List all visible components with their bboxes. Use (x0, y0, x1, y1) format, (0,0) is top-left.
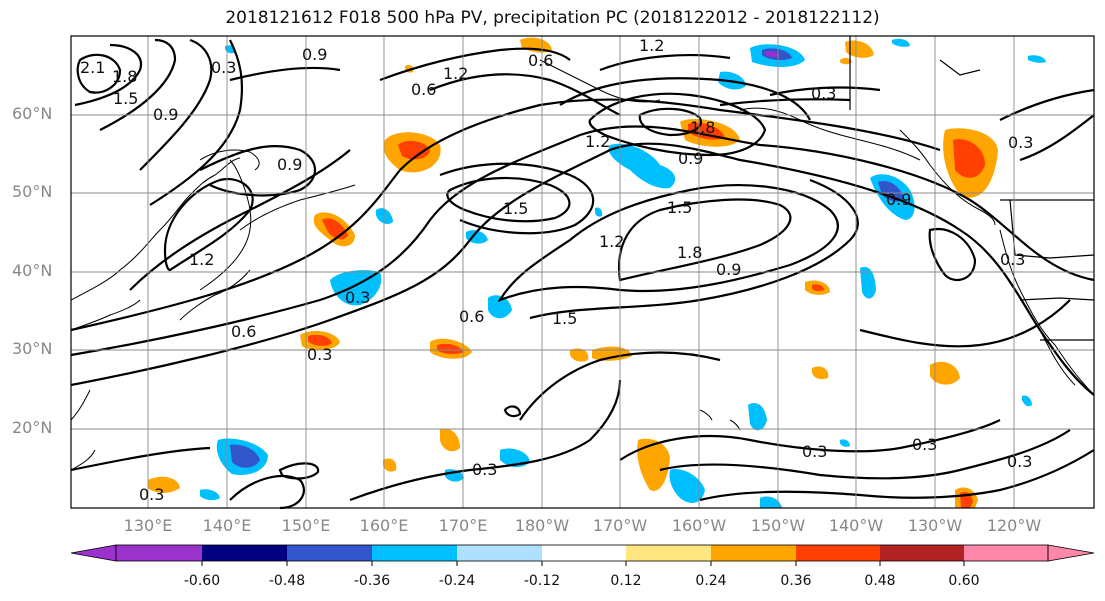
map-frame (70, 35, 1095, 509)
contour-label: 0.6 (411, 80, 436, 99)
contour-label: 1.8 (112, 67, 137, 86)
contour-label: 1.5 (667, 198, 692, 217)
lon-label: 170°W (592, 516, 648, 535)
lon-label: 170°E (438, 516, 488, 535)
colorbar-segment (796, 545, 880, 561)
contour-label: 1.8 (690, 118, 715, 137)
colorbar-tick-label: 0.12 (610, 573, 642, 589)
coastlines (70, 59, 1095, 471)
colorbar-segment (880, 545, 964, 561)
lon-label: 120°W (986, 516, 1042, 535)
lon-label: 130°E (123, 516, 173, 535)
colorbar-segment (964, 545, 1048, 561)
colorbar-tick-label: 0.60 (948, 573, 980, 589)
contour-label: 0.3 (139, 485, 164, 504)
colorbar-segment (711, 545, 796, 561)
colorbar-tick-label: -0.36 (353, 573, 391, 589)
colorbar-segment (116, 545, 202, 561)
lon-label: 160°E (359, 516, 409, 535)
contour-label: 0.3 (345, 288, 370, 307)
colorbar-min-arrow (70, 544, 117, 562)
contour-label: 2.1 (80, 58, 105, 77)
contour-label: 0.3 (912, 435, 937, 454)
colorbar-tick-label: -0.48 (268, 573, 306, 589)
colorbar-tick-label: -0.12 (523, 573, 561, 589)
contour-label: 0.3 (211, 58, 236, 77)
contour-label: 0.6 (528, 51, 553, 70)
contour-label: 1.2 (585, 132, 610, 151)
colorbar-tick-label: -0.60 (183, 573, 221, 589)
contour-label: 0.9 (678, 149, 703, 168)
political-boundaries (849, 36, 1095, 341)
contour-label: 0.3 (811, 84, 836, 103)
contour-label: 0.6 (231, 322, 256, 341)
contour-label: 1.2 (639, 36, 664, 55)
colorbar-tick-label: -0.24 (438, 573, 476, 589)
contour-label: 1.2 (189, 250, 214, 269)
colorbar-tick-label: 0.36 (780, 573, 812, 589)
lat-label: 20°N (12, 418, 53, 437)
contour-label: 1.5 (552, 309, 577, 328)
lat-label: 50°N (12, 182, 53, 201)
colorbar-segment (626, 545, 711, 561)
colorbar-tick-label: 0.48 (864, 573, 896, 589)
colorbar-segment (287, 545, 372, 561)
lon-label: 130°W (907, 516, 963, 535)
colorbar-segment (202, 545, 287, 561)
lat-label: 60°N (12, 104, 53, 123)
precipitation-shading (148, 37, 1046, 508)
contour-label: 0.3 (802, 442, 827, 461)
lon-label: 180°W (514, 516, 570, 535)
colorbar (70, 544, 1095, 566)
lon-label: 140°E (202, 516, 252, 535)
gridlines (71, 36, 1094, 508)
contour-label: 0.9 (277, 155, 302, 174)
contour-label: 1.8 (677, 243, 702, 262)
contour-label: 0.9 (886, 190, 911, 209)
contour-labels: 2.1 1.8 1.5 0.9 0.3 0.9 1.2 0.6 0.6 1.2 … (80, 36, 1033, 504)
colorbar-segment (542, 545, 626, 561)
contour-label: 1.5 (113, 89, 138, 108)
map-title: 2018121612 F018 500 hPa PV, precipitatio… (225, 8, 880, 28)
contour-label: 0.6 (459, 307, 484, 326)
colorbar-segment (457, 545, 542, 561)
contour-label: 0.3 (472, 460, 497, 479)
contour-label: 1.5 (503, 199, 528, 218)
contour-label: 0.3 (1000, 250, 1025, 269)
lon-label: 160°W (671, 516, 727, 535)
contour-label: 1.2 (443, 64, 468, 83)
contour-label: 1.2 (599, 232, 624, 251)
colorbar-tick-label: 0.24 (695, 573, 727, 589)
contour-label: 0.3 (1008, 133, 1033, 152)
lon-label: 150°W (750, 516, 806, 535)
contour-label: 0.9 (302, 45, 327, 64)
lat-label: 30°N (12, 339, 53, 358)
lon-label: 150°E (281, 516, 331, 535)
colorbar-segment (372, 545, 457, 561)
lon-label: 140°W (828, 516, 884, 535)
contour-label: 0.9 (716, 260, 741, 279)
contour-label: 0.9 (153, 105, 178, 124)
contour-label: 0.3 (307, 345, 332, 364)
lat-label: 40°N (12, 261, 53, 280)
colorbar-max-arrow (1047, 544, 1095, 562)
contour-label: 0.3 (1007, 452, 1032, 471)
